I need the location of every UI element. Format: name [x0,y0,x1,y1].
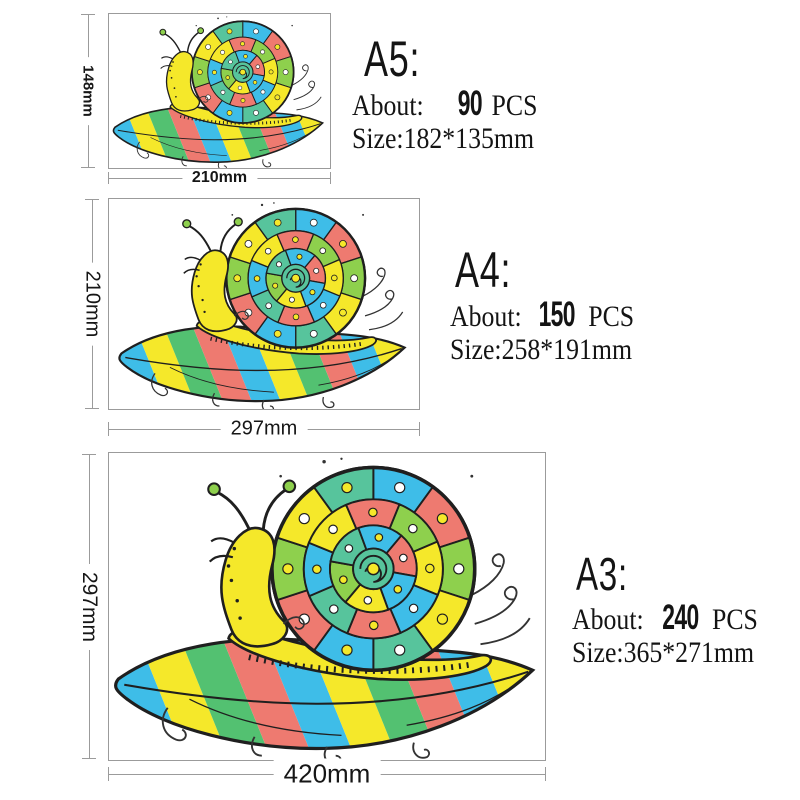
a4-spec-block: A4: About: 150 PCS Size:258*191mm [450,244,664,366]
a3-artwork-box [108,452,546,761]
about-label: About: [352,89,424,122]
a3-height-dimension: 297mm [77,454,101,759]
a3-spec-block: A3: About: 240 PCS Size:365*271mm [572,549,788,669]
a5-pcs-count: 90 [458,84,483,123]
a3-size-title: A3: [576,548,628,600]
a3-width-dimension: 420mm [108,758,546,790]
a5-artwork-box [108,13,331,169]
a3-pcs-count: 240 [662,598,700,637]
a4-width-label: 297mm [220,417,308,441]
a4-height-dimension: 210mm [80,199,104,409]
pcs-unit: PCS [491,89,538,122]
a4-height-label: 210mm [80,262,104,346]
pcs-unit: PCS [711,603,758,636]
dimension-cap [330,172,331,184]
a5-size-spec: Size:182*135mm [352,122,535,155]
a5-about-row: About: 90 PCS [352,84,538,123]
dimension-cap [85,408,99,409]
a4-artwork-box [108,198,420,410]
about-label: About: [450,300,522,333]
snail-puzzle-illustration [112,16,325,168]
dimension-cap [81,167,95,168]
about-label: About: [572,603,644,636]
dimension-cap [82,758,96,759]
a4-about-row: About: 150 PCS [450,295,635,334]
dimension-cap [545,767,546,781]
a5-height-dimension: 148mm [79,14,97,168]
dimension-cap [419,422,420,436]
pcs-unit: PCS [588,300,635,333]
a4-width-dimension: 297mm [108,417,420,441]
a3-size-spec: Size:365*271mm [572,636,755,669]
a4-size-spec: Size:258*191mm [450,333,633,366]
a3-width-label: 420mm [273,758,381,790]
a4-size-title: A4: [455,242,512,298]
snail-puzzle-illustration [114,457,536,760]
a5-width-dimension: 210mm [108,169,331,187]
a4-pcs-count: 150 [538,295,576,334]
a5-width-label: 210mm [181,169,258,187]
a5-size-title: A5: [364,31,421,87]
a5-spec-block: A5: About: 90 PCS Size:182*135mm [352,33,568,155]
snail-puzzle-illustration [118,202,407,409]
a3-about-row: About: 240 PCS [572,598,758,637]
a5-height-label: 148mm [79,57,97,125]
a3-height-label: 297mm [77,563,101,650]
